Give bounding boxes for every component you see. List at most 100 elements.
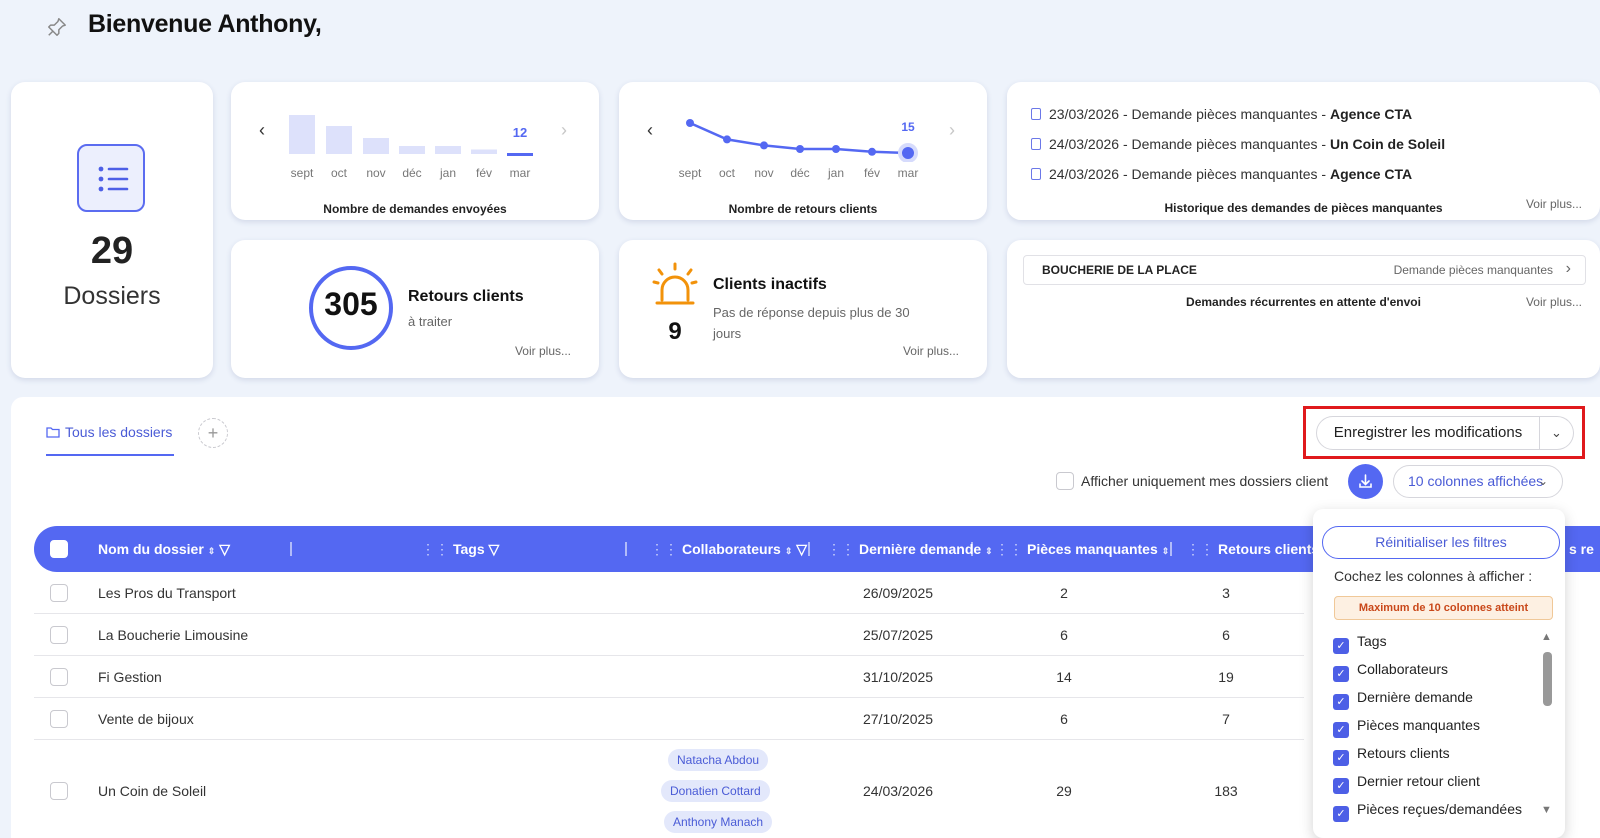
column-option-tags[interactable]: ✓ Tags: [1333, 633, 1387, 654]
filter-icon[interactable]: ▽: [219, 541, 231, 557]
bar-sept: [289, 115, 315, 154]
alarm-icon: [652, 262, 698, 305]
column-option-collaborateurs[interactable]: ✓ Collaborateurs: [1333, 661, 1448, 682]
add-tab-button[interactable]: +: [198, 418, 228, 448]
checkbox-checked[interactable]: ✓: [1333, 806, 1349, 822]
chevron-left-icon[interactable]: ‹: [647, 120, 653, 140]
pin-icon[interactable]: [46, 16, 68, 38]
document-icon: [1031, 168, 1041, 180]
filter-icon[interactable]: ▽: [488, 541, 500, 557]
pieces-manquantes: 14: [1056, 669, 1072, 685]
recurrent-card: BOUCHERIE DE LA PLACE Demande pièces man…: [1007, 240, 1600, 378]
voir-plus-link[interactable]: Voir plus...: [1525, 295, 1582, 309]
row-checkbox[interactable]: [50, 626, 68, 644]
checkbox-checked[interactable]: ✓: [1333, 750, 1349, 766]
download-icon: [1359, 474, 1372, 488]
column-header-truncated[interactable]: s re: [1569, 541, 1594, 557]
only-mine-checkbox[interactable]: [1056, 472, 1074, 490]
column-option-dernier-retour-client[interactable]: ✓ Dernier retour client: [1333, 773, 1480, 794]
checkbox-checked[interactable]: ✓: [1333, 638, 1349, 654]
column-option-derniere-demande[interactable]: ✓ Dernière demande: [1333, 689, 1473, 710]
download-button[interactable]: [1348, 464, 1383, 499]
column-header-nom[interactable]: Nom du dossier ⇕ ▽: [98, 541, 231, 557]
column-header-derniere-demande[interactable]: ⋮⋮ Dernière demande ⇕: [827, 541, 993, 557]
chevron-left-icon[interactable]: ‹: [259, 120, 265, 140]
column-option-pieces-recues[interactable]: ✓ Pièces reçues/demandées: [1333, 801, 1522, 822]
select-all-checkbox[interactable]: [50, 540, 68, 558]
scroll-up-icon[interactable]: ▲: [1541, 631, 1552, 643]
month-label: nov: [754, 166, 774, 180]
collaborator-chip[interactable]: Anthony Manach: [664, 811, 773, 833]
history-row[interactable]: 23/03/2026 - Demande pièces manquantes -…: [1031, 106, 1412, 122]
sort-icon[interactable]: ⇕: [784, 546, 793, 556]
derniere-demande: 31/10/2025: [863, 669, 934, 685]
voir-plus-link[interactable]: Voir plus...: [1525, 197, 1582, 211]
retours-chart-card: ‹ 15 sept oct nov déc jan fév mar › Nombre de …: [619, 82, 987, 220]
table-row[interactable]: Vente de bijoux 27/10/2025 6 7: [34, 698, 1304, 740]
retours-card[interactable]: 305 Retours clients à traiter Voir plus.…: [231, 240, 599, 378]
save-dropdown-button[interactable]: ⌄: [1540, 416, 1574, 450]
column-header-tags[interactable]: ⋮⋮ Tags ▽: [421, 541, 500, 557]
scroll-down-icon[interactable]: ▼: [1541, 804, 1552, 816]
table-row[interactable]: Fi Gestion 31/10/2025 14 19: [34, 656, 1304, 698]
month-label: fév: [863, 166, 880, 180]
chevron-right-icon[interactable]: ›: [949, 120, 955, 140]
collaborator-chip[interactable]: Donatien Cottard: [661, 780, 770, 802]
columns-selector[interactable]: 10 colonnes affichées ⌄: [1393, 465, 1563, 498]
filter-icon[interactable]: ▽: [796, 541, 808, 557]
tab-tous-les-dossiers[interactable]: Tous les dossiers: [46, 424, 175, 456]
derniere-demande: 26/09/2025: [863, 585, 934, 601]
row-checkbox[interactable]: [50, 710, 68, 728]
collaborator-chip[interactable]: Natacha Abdou: [668, 749, 769, 771]
column-header-retours-clients[interactable]: ⋮⋮Retours clients⇕: [1186, 541, 1331, 558]
bar-oct: [326, 126, 352, 154]
row-checkbox[interactable]: [50, 584, 68, 602]
recurrent-row[interactable]: BOUCHERIE DE LA PLACE Demande pièces man…: [1023, 255, 1586, 285]
dossiers-card[interactable]: 29 Dossiers: [11, 82, 213, 378]
chevron-down-icon: ⌄: [1537, 474, 1548, 488]
row-checkbox[interactable]: [50, 668, 68, 686]
table-row[interactable]: Un Coin de Soleil Natacha Abdou Donatien…: [34, 740, 1304, 838]
dossier-name[interactable]: La Boucherie Limousine: [98, 627, 249, 643]
recurrent-client: BOUCHERIE DE LA PLACE: [1042, 263, 1197, 277]
column-header-collaborateurs[interactable]: ⋮⋮ Collaborateurs ⇕ ▽: [650, 541, 808, 557]
sort-icon[interactable]: ⇕: [1161, 546, 1170, 556]
checkbox-checked[interactable]: ✓: [1333, 722, 1349, 738]
table-row[interactable]: Les Pros du Transport 26/09/2025 2 3: [34, 572, 1304, 614]
demandes-chart-card: ‹ 12 sept oct nov déc jan fév mar › Nombre de …: [231, 82, 599, 220]
checkbox-checked[interactable]: ✓: [1333, 778, 1349, 794]
table-row[interactable]: La Boucherie Limousine 25/07/2025 6 6: [34, 614, 1304, 656]
dossier-name[interactable]: Un Coin de Soleil: [98, 783, 207, 799]
column-header-pieces-manquantes[interactable]: ⋮⋮ Pièces manquantes ⇕: [995, 541, 1170, 557]
chevron-right-icon[interactable]: ›: [561, 120, 567, 140]
retours-clients: 7: [1222, 711, 1230, 727]
recurrent-action: Demande pièces manquantes: [1393, 263, 1553, 277]
voir-plus-link[interactable]: Voir plus...: [514, 344, 571, 358]
column-option-retours-clients[interactable]: ✓ Retours clients: [1333, 745, 1450, 766]
inactifs-card[interactable]: 9 Clients inactifs Pas de réponse depuis…: [619, 240, 987, 378]
checkbox-checked[interactable]: ✓: [1333, 666, 1349, 682]
scrollbar-thumb[interactable]: [1543, 652, 1552, 706]
inactifs-count: 9: [668, 318, 682, 345]
column-option-pieces-manquantes[interactable]: ✓ Pièces manquantes: [1333, 717, 1480, 738]
month-label: mar: [509, 166, 531, 180]
history-row[interactable]: 24/03/2026 - Demande pièces manquantes -…: [1031, 136, 1445, 152]
checkbox-checked[interactable]: ✓: [1333, 694, 1349, 710]
dossier-name[interactable]: Vente de bijoux: [98, 711, 194, 727]
voir-plus-link[interactable]: Voir plus...: [902, 344, 959, 358]
month-label: nov: [366, 166, 386, 180]
chart-title: Nombre de demandes envoyées: [323, 202, 507, 216]
columns-instruction: Cochez les colonnes à afficher :: [1334, 568, 1533, 584]
sort-icon[interactable]: ⇕: [985, 546, 993, 556]
history-row[interactable]: 24/03/2026 - Demande pièces manquantes -…: [1031, 166, 1412, 182]
row-checkbox[interactable]: [50, 782, 68, 800]
bar-jan: [435, 146, 461, 154]
point-sept: [686, 119, 694, 127]
dossier-name[interactable]: Fi Gestion: [98, 669, 162, 685]
list-icon: [77, 144, 145, 212]
dossier-name[interactable]: Les Pros du Transport: [98, 585, 236, 601]
sort-icon[interactable]: ⇕: [207, 546, 216, 556]
save-button[interactable]: Enregistrer les modifications: [1316, 416, 1540, 450]
max-columns-warning: Maximum de 10 colonnes atteint: [1334, 596, 1553, 620]
reset-filters-button[interactable]: Réinitialiser les filtres: [1322, 526, 1560, 559]
